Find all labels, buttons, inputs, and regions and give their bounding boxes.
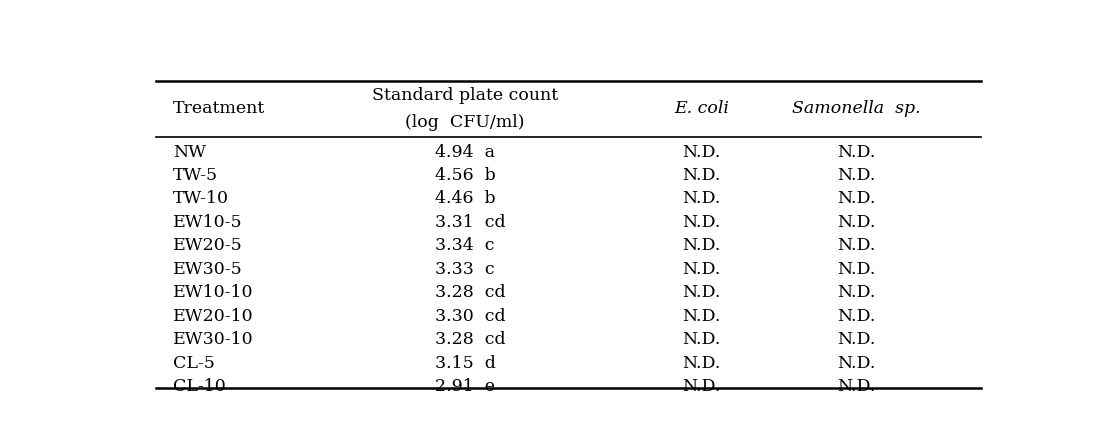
Text: CL-10: CL-10 — [173, 378, 226, 395]
Text: N.D.: N.D. — [837, 167, 875, 184]
Text: EW20-5: EW20-5 — [173, 237, 243, 254]
Text: E. coli: E. coli — [674, 100, 729, 117]
Text: 3.15  d: 3.15 d — [435, 355, 496, 372]
Text: N.D.: N.D. — [682, 355, 721, 372]
Text: N.D.: N.D. — [682, 167, 721, 184]
Text: N.D.: N.D. — [837, 190, 875, 207]
Text: 3.30  cd: 3.30 cd — [435, 308, 506, 325]
Text: N.D.: N.D. — [682, 378, 721, 395]
Text: N.D.: N.D. — [837, 284, 875, 302]
Text: N.D.: N.D. — [682, 308, 721, 325]
Text: N.D.: N.D. — [837, 237, 875, 254]
Text: N.D.: N.D. — [837, 261, 875, 278]
Text: EW10-5: EW10-5 — [173, 214, 243, 231]
Text: N.D.: N.D. — [837, 331, 875, 348]
Text: 4.46  b: 4.46 b — [435, 190, 496, 207]
Text: N.D.: N.D. — [682, 214, 721, 231]
Text: EW20-10: EW20-10 — [173, 308, 254, 325]
Text: EW30-10: EW30-10 — [173, 331, 254, 348]
Text: NW: NW — [173, 143, 206, 160]
Text: N.D.: N.D. — [837, 214, 875, 231]
Text: N.D.: N.D. — [837, 308, 875, 325]
Text: 3.28  cd: 3.28 cd — [435, 331, 506, 348]
Text: 3.34  c: 3.34 c — [435, 237, 495, 254]
Text: N.D.: N.D. — [682, 261, 721, 278]
Text: N.D.: N.D. — [837, 355, 875, 372]
Text: N.D.: N.D. — [682, 237, 721, 254]
Text: 3.28  cd: 3.28 cd — [435, 284, 506, 302]
Text: TW-10: TW-10 — [173, 190, 228, 207]
Text: EW30-5: EW30-5 — [173, 261, 243, 278]
Text: N.D.: N.D. — [682, 331, 721, 348]
Text: N.D.: N.D. — [682, 143, 721, 160]
Text: N.D.: N.D. — [837, 143, 875, 160]
Text: Treatment: Treatment — [173, 100, 265, 117]
Text: N.D.: N.D. — [682, 190, 721, 207]
Text: EW10-10: EW10-10 — [173, 284, 254, 302]
Text: Standard plate count: Standard plate count — [373, 86, 558, 103]
Text: 3.31  cd: 3.31 cd — [435, 214, 506, 231]
Text: 3.33  c: 3.33 c — [435, 261, 495, 278]
Text: (log  CFU/ml): (log CFU/ml) — [406, 114, 525, 131]
Text: 2.91  e: 2.91 e — [435, 378, 495, 395]
Text: TW-5: TW-5 — [173, 167, 218, 184]
Text: Samonella  sp.: Samonella sp. — [792, 100, 920, 117]
Text: 4.56  b: 4.56 b — [435, 167, 496, 184]
Text: CL-5: CL-5 — [173, 355, 215, 372]
Text: 4.94  a: 4.94 a — [435, 143, 495, 160]
Text: N.D.: N.D. — [837, 378, 875, 395]
Text: N.D.: N.D. — [682, 284, 721, 302]
